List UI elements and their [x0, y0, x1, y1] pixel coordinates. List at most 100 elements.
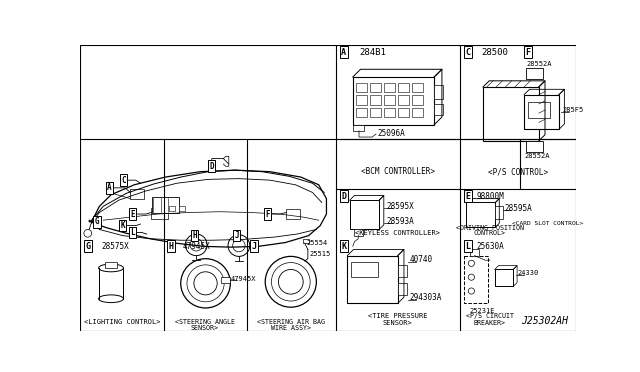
Text: 28575X: 28575X [102, 242, 129, 251]
Text: A: A [341, 48, 346, 57]
Bar [397, 265, 407, 277]
Bar [356, 83, 367, 92]
Bar [527, 68, 543, 78]
Text: J: J [252, 242, 257, 251]
Bar [397, 108, 408, 117]
Text: <P/S CONTROL>: <P/S CONTROL> [488, 167, 548, 176]
Bar [353, 230, 363, 235]
Bar [524, 95, 559, 129]
Text: C: C [121, 176, 125, 185]
Text: E: E [465, 192, 470, 201]
Bar [370, 108, 381, 117]
Text: CONTROL>: CONTROL> [474, 230, 506, 236]
Text: A: A [107, 183, 112, 192]
Bar [286, 209, 300, 219]
Text: J25302AH: J25302AH [521, 316, 568, 326]
Bar [495, 269, 513, 286]
Bar [483, 87, 539, 141]
Bar [151, 208, 168, 219]
Text: <KEYLESS CONTROLLER>: <KEYLESS CONTROLLER> [355, 230, 440, 235]
Text: 285F5: 285F5 [563, 107, 584, 113]
Text: G: G [85, 242, 90, 251]
Text: K: K [120, 221, 125, 230]
Text: BREAKER>: BREAKER> [474, 320, 506, 326]
Text: C: C [465, 48, 470, 57]
Text: 25554: 25554 [307, 240, 328, 246]
Text: H: H [193, 231, 197, 240]
Bar [221, 277, 230, 283]
Bar [527, 141, 543, 152]
Bar [348, 256, 397, 303]
Text: 25096A: 25096A [378, 129, 405, 138]
Bar [528, 102, 550, 118]
Bar [397, 283, 407, 295]
Text: 25630A: 25630A [477, 242, 504, 251]
Bar [349, 200, 379, 230]
Text: 25515: 25515 [309, 251, 331, 257]
Bar [463, 256, 488, 303]
Bar [370, 83, 381, 92]
Bar [356, 108, 367, 117]
Text: <STEERING ANGLE: <STEERING ANGLE [175, 319, 235, 325]
Text: 28552A: 28552A [527, 61, 552, 67]
Text: 40740: 40740 [410, 255, 433, 264]
Text: <CARD SLOT CONTROL>: <CARD SLOT CONTROL> [513, 221, 584, 226]
Text: 25231E: 25231E [470, 308, 495, 314]
Text: 47945X: 47945X [182, 242, 210, 251]
Text: <P/S CIRCUIT: <P/S CIRCUIT [466, 313, 514, 319]
Bar [412, 96, 422, 105]
Text: 47945X: 47945X [231, 276, 257, 282]
Bar [384, 108, 395, 117]
Text: 294303A: 294303A [410, 294, 442, 302]
Text: SENSOR>: SENSOR> [383, 320, 413, 326]
Bar [470, 250, 479, 256]
Bar [353, 77, 434, 125]
Bar [397, 83, 408, 92]
Text: G: G [95, 217, 99, 226]
Bar [105, 262, 117, 268]
Text: 28552A: 28552A [524, 153, 550, 159]
Bar [434, 85, 444, 99]
Bar [434, 104, 444, 115]
Bar [152, 197, 179, 212]
Bar [466, 202, 495, 227]
Text: H: H [169, 242, 174, 251]
Text: <LIGHTING CONTROL>: <LIGHTING CONTROL> [84, 319, 160, 325]
Text: D: D [209, 162, 214, 171]
Bar [370, 96, 381, 105]
Text: D: D [341, 192, 346, 201]
Bar [397, 96, 408, 105]
Bar [384, 96, 395, 105]
Bar [353, 125, 364, 131]
Bar [131, 189, 145, 199]
Text: F: F [265, 209, 270, 218]
Bar [351, 262, 378, 277]
Bar [384, 83, 395, 92]
Text: 98800M: 98800M [477, 192, 504, 201]
Text: 24330: 24330 [518, 270, 539, 276]
Bar [169, 206, 175, 211]
Text: <TIRE PRESSURE: <TIRE PRESSURE [368, 313, 428, 319]
Text: SENSOR>: SENSOR> [191, 325, 219, 331]
Bar [356, 96, 367, 105]
Text: WIRE ASSY>: WIRE ASSY> [271, 325, 311, 331]
Bar [495, 206, 503, 219]
Bar [412, 108, 422, 117]
Text: 28595X: 28595X [387, 202, 415, 211]
Text: L: L [131, 228, 135, 237]
Bar [303, 239, 309, 243]
Text: 28500: 28500 [481, 48, 508, 57]
Text: 28593A: 28593A [387, 217, 415, 226]
Text: 284B1: 284B1 [359, 48, 386, 57]
Text: K: K [341, 242, 346, 251]
Text: <BCM CONTROLLER>: <BCM CONTROLLER> [361, 167, 435, 176]
Text: <STEERING AIR BAG: <STEERING AIR BAG [257, 319, 325, 325]
Text: L: L [465, 242, 470, 251]
Bar [179, 206, 186, 211]
Text: E: E [131, 209, 135, 218]
Text: <DRIVING POSITION: <DRIVING POSITION [456, 225, 524, 231]
Text: J: J [234, 231, 239, 240]
Text: F: F [525, 48, 531, 57]
Bar [412, 83, 422, 92]
Text: 28595A: 28595A [505, 204, 532, 213]
